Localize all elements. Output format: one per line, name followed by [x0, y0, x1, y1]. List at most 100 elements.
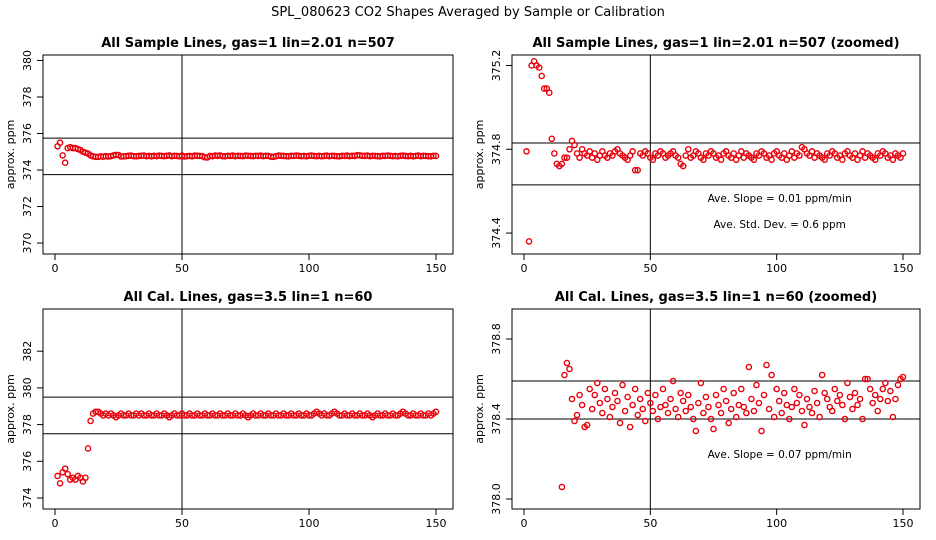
- y-tick-label: 378.4: [490, 403, 503, 435]
- data-point: [834, 397, 841, 405]
- data-point: [644, 389, 652, 397]
- data-point: [849, 405, 856, 413]
- data-point: [636, 395, 644, 403]
- data-point: [841, 415, 849, 423]
- data-point: [87, 417, 94, 425]
- data-point: [654, 415, 662, 423]
- data-point: [801, 421, 808, 429]
- data-point: [791, 385, 798, 393]
- data-point: [884, 397, 892, 405]
- data-point: [634, 166, 642, 174]
- y-tick-label: 374: [21, 487, 34, 508]
- data-point: [851, 389, 859, 397]
- data-point: [616, 419, 624, 427]
- data-point: [775, 397, 783, 405]
- data-point: [652, 391, 659, 399]
- data-point: [730, 389, 738, 397]
- data-point: [856, 395, 864, 403]
- data-point: [700, 409, 707, 417]
- data-point: [561, 371, 568, 379]
- data-point: [568, 395, 576, 403]
- data-point: [874, 407, 882, 415]
- data-point: [561, 154, 568, 161]
- data-point: [677, 389, 684, 397]
- data-point: [758, 427, 765, 435]
- y-tick-label: 378: [21, 86, 34, 107]
- data-point: [641, 417, 649, 425]
- data-point: [712, 391, 720, 399]
- x-tick-label: 100: [766, 262, 787, 275]
- data-point: [535, 64, 543, 71]
- data-point: [631, 385, 639, 393]
- data-point: [887, 387, 894, 395]
- data-point: [649, 407, 657, 415]
- data-point: [684, 391, 692, 399]
- panel-title: All Cal. Lines, gas=3.5 lin=1 n=60 (zoom…: [555, 290, 877, 305]
- data-point: [631, 166, 639, 174]
- data-point: [710, 425, 717, 433]
- data-point: [586, 385, 593, 393]
- data-point: [871, 391, 879, 399]
- data-point: [548, 135, 556, 143]
- y-tick-label: 378: [21, 414, 34, 435]
- x-tick-label: 0: [52, 517, 59, 530]
- y-tick-label: 375.2: [490, 50, 503, 82]
- data-point: [566, 145, 573, 153]
- data-point: [593, 379, 601, 387]
- data-point: [573, 411, 581, 419]
- data-point: [697, 379, 705, 387]
- y-tick-label: 372: [21, 196, 34, 217]
- y-tick-label: 376: [21, 451, 34, 472]
- data-point: [892, 395, 899, 403]
- figure-title: SPL_080623 CO2 Shapes Averaged by Sample…: [271, 5, 665, 20]
- annotation-text: Ave. Slope = 0.01 ppm/min: [708, 193, 852, 205]
- data-point: [854, 401, 861, 409]
- data-point: [558, 483, 566, 491]
- data-point: [717, 156, 725, 164]
- data-point: [844, 379, 851, 387]
- data-point: [705, 403, 712, 411]
- data-point: [430, 152, 437, 160]
- data-point: [523, 148, 530, 155]
- data-point: [687, 403, 695, 411]
- data-point: [583, 421, 591, 429]
- x-tick-label: 50: [175, 262, 189, 275]
- data-point: [576, 154, 583, 161]
- data-point: [737, 385, 745, 393]
- data-point: [876, 395, 884, 403]
- data-point: [846, 393, 854, 401]
- annotation-text: Ave. Slope = 0.07 ppm/min: [708, 449, 852, 461]
- data-point: [601, 385, 609, 393]
- x-tick-label: 100: [766, 517, 787, 530]
- y-tick-label: 378.0: [490, 483, 503, 515]
- y-axis-label: approx. ppm: [4, 120, 17, 190]
- data-point: [59, 152, 66, 159]
- data-point: [879, 385, 887, 393]
- x-tick-label: 50: [175, 517, 189, 530]
- data-point: [432, 408, 440, 416]
- data-point: [740, 403, 748, 411]
- data-point: [682, 407, 690, 415]
- data-point: [786, 415, 793, 423]
- data-point: [823, 395, 831, 403]
- data-point: [56, 139, 64, 146]
- data-point: [432, 152, 440, 160]
- data-point: [796, 152, 803, 159]
- data-point: [667, 395, 674, 403]
- y-axis-label: approx. ppm: [473, 374, 486, 444]
- x-tick-label: 0: [52, 262, 59, 275]
- data-point: [700, 156, 707, 164]
- y-axis-label: approx. ppm: [4, 374, 17, 444]
- data-point: [788, 403, 796, 411]
- data-point: [866, 385, 874, 393]
- data-point: [624, 393, 631, 401]
- panel-title: All Sample Lines, gas=1 lin=2.01 n=507: [101, 36, 395, 51]
- data-point: [61, 159, 69, 167]
- data-point: [647, 399, 654, 407]
- y-tick-label: 374: [21, 160, 34, 181]
- data-point: [639, 405, 647, 413]
- x-tick-label: 50: [643, 262, 657, 275]
- data-point: [899, 373, 907, 381]
- data-point: [745, 363, 753, 371]
